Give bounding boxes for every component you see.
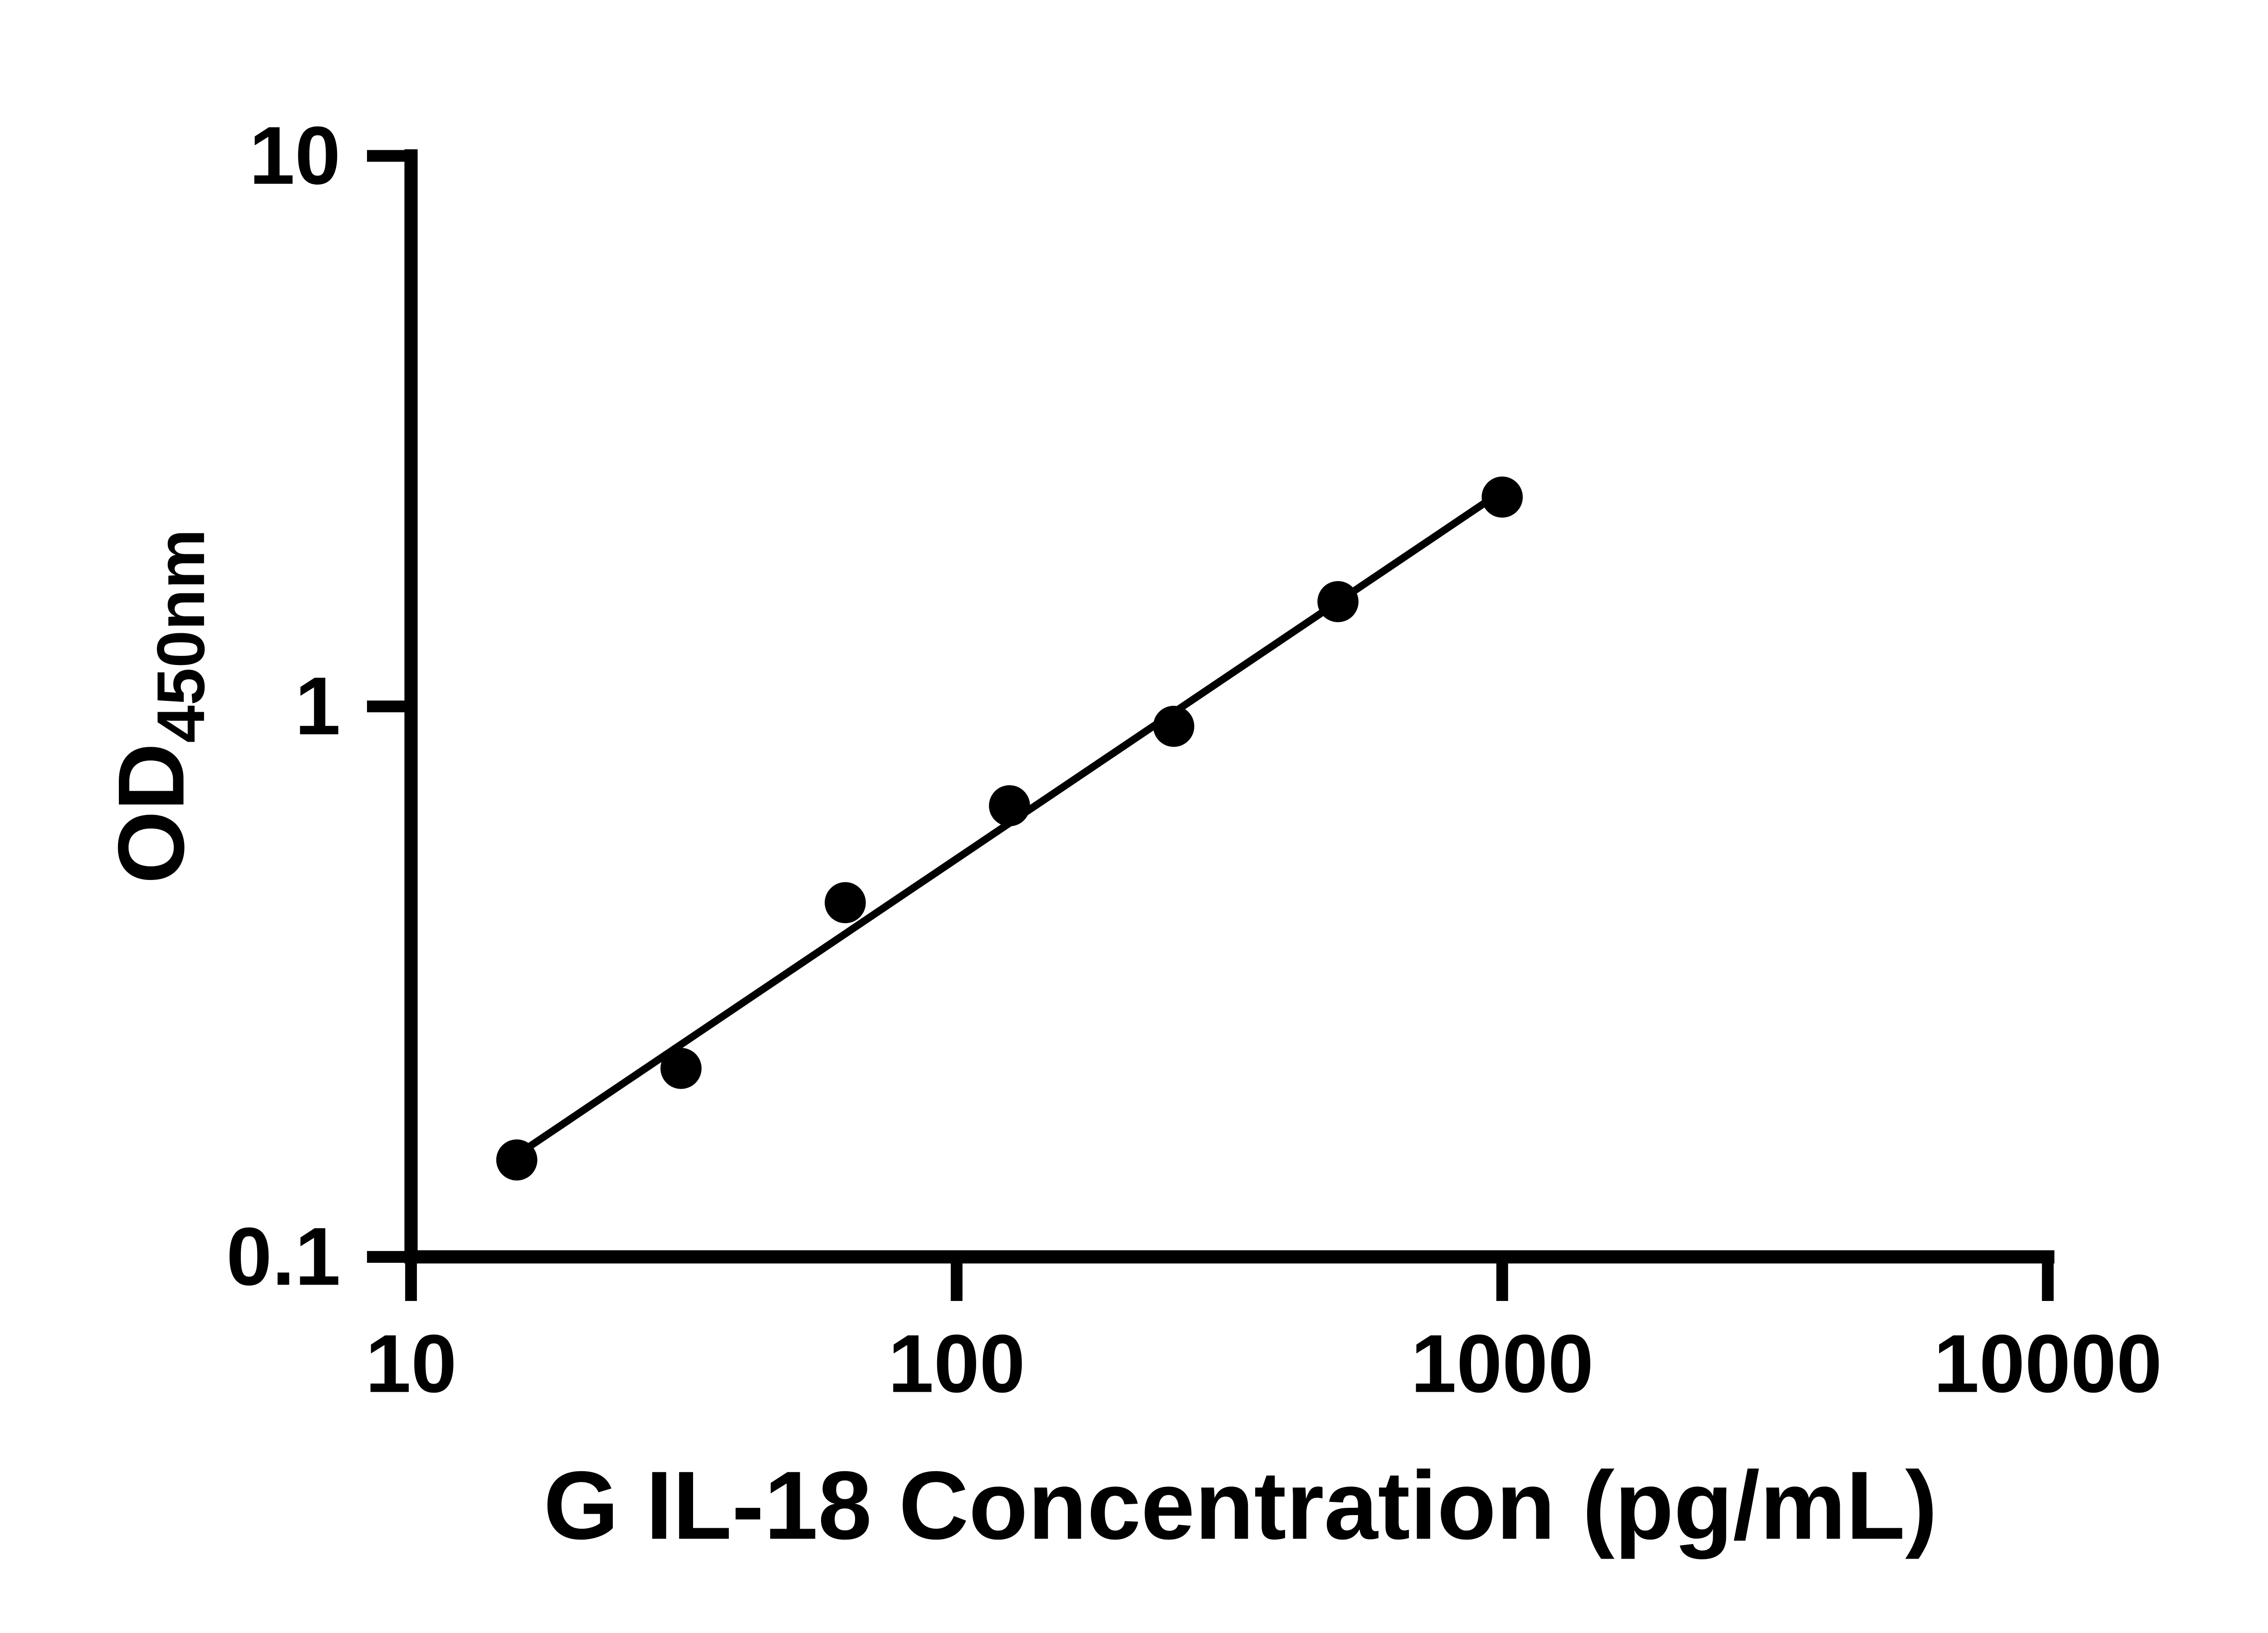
y-tick-label: 0.1 (226, 1211, 341, 1302)
y-axis-title-subscript: 450nm (143, 529, 219, 743)
x-axis-ticks: 10 100 1000 10000 (365, 1257, 2162, 1410)
y-axis-ticks: 0.1 1 10 (226, 110, 411, 1302)
y-axis-title-main: OD (99, 743, 204, 884)
x-tick-label: 100 (888, 1318, 1025, 1410)
y-axis-title: OD450nm (99, 529, 219, 884)
data-point (1153, 705, 1194, 747)
data-point (1481, 476, 1523, 518)
y-tick-label: 10 (249, 110, 341, 201)
data-point (989, 785, 1030, 826)
x-tick-label: 1000 (1411, 1318, 1593, 1410)
x-tick-label: 10 (365, 1318, 457, 1410)
data-point (825, 882, 866, 924)
y-tick-label: 1 (295, 660, 341, 752)
x-tick-label: 10000 (1934, 1318, 2162, 1410)
data-point (1317, 581, 1359, 622)
data-point (660, 1048, 702, 1089)
data-points (496, 476, 1523, 1181)
x-axis-title: G IL-18 Concentration (pg/mL) (543, 1452, 1937, 1560)
data-point (496, 1139, 538, 1181)
